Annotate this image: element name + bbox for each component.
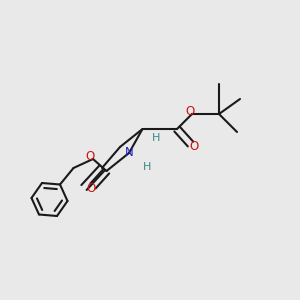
Text: O: O xyxy=(189,140,198,154)
Text: H: H xyxy=(152,133,160,143)
Text: N: N xyxy=(124,146,134,160)
Text: H: H xyxy=(143,161,151,172)
Text: O: O xyxy=(85,150,94,163)
Text: O: O xyxy=(186,105,195,118)
Text: O: O xyxy=(86,182,95,196)
